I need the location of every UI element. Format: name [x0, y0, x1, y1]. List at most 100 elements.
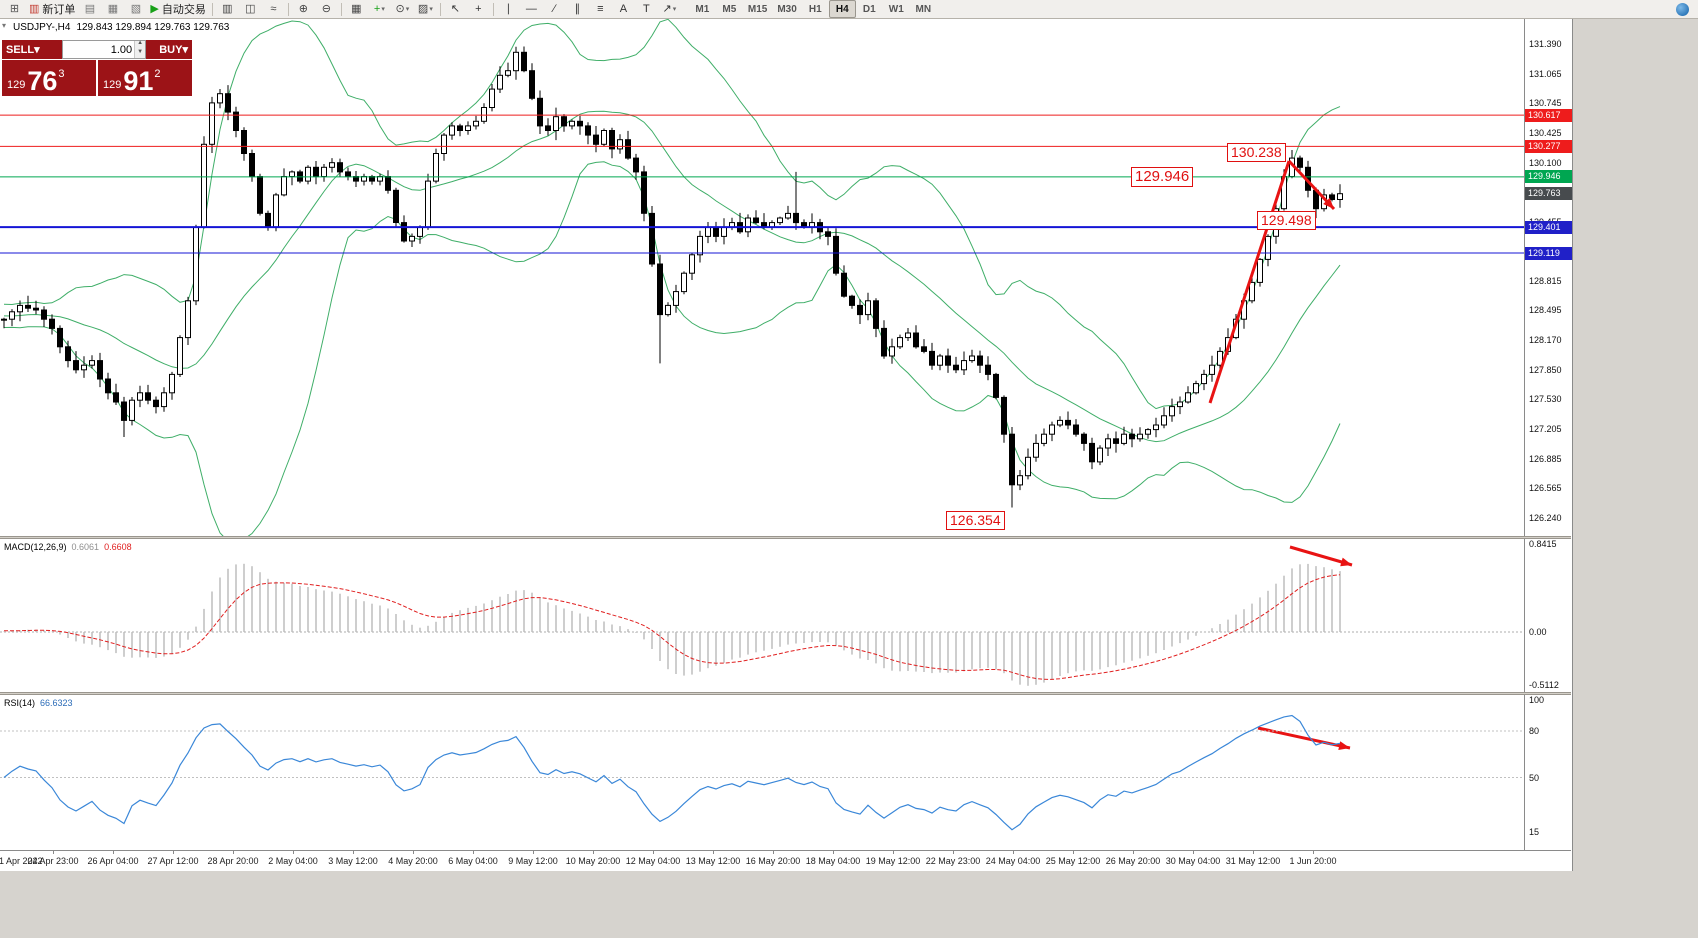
macd-signal-line — [4, 574, 1341, 680]
chevron-down-icon: ▾ — [182, 44, 188, 56]
label-icon[interactable]: T — [635, 0, 658, 18]
templates-icon[interactable]: ▨ ▾ — [414, 0, 437, 18]
rsi-scale-tick: 80 — [1529, 726, 1540, 736]
timeframe-h1[interactable]: H1 — [808, 3, 822, 15]
time-tick — [173, 851, 174, 854]
new-order-button[interactable]: ▥ 新订单 — [26, 0, 78, 18]
cursor-icon[interactable]: ↖ — [444, 0, 467, 18]
trendline-icon[interactable]: ∕ — [543, 0, 566, 18]
price-tick: 130.425 — [1529, 128, 1562, 138]
periods-icon[interactable]: ⊙ ▾ — [391, 0, 414, 18]
chart-symbol-period: USDJPY-,H4 — [13, 22, 71, 33]
bollinger-band — [3, 161, 1341, 536]
price-axis[interactable]: 131.390 131.065 130.745 130.425 130.100 129.7… — [1524, 19, 1572, 536]
price-tick: 127.205 — [1529, 424, 1562, 434]
price-tick: 128.170 — [1529, 335, 1562, 345]
sell-price-button[interactable]: 129 76 3 — [2, 60, 96, 96]
zoom-out-icon[interactable]: ⊖ — [315, 0, 338, 18]
new-order-button-icon: ▥ — [29, 3, 40, 15]
chevron-down-icon: ▾ — [381, 6, 385, 13]
bar-chart-icon[interactable]: ▥ — [216, 0, 239, 18]
rsi-scale-tick: 100 — [1529, 695, 1545, 705]
crosshair-icon[interactable]: + — [467, 0, 490, 18]
candlestick-chart-icon[interactable]: ◫ — [239, 0, 262, 18]
time-label: 31 May 12:00 — [1225, 856, 1281, 866]
fibonacci-icon: ≡ — [597, 3, 604, 15]
fibonacci-icon[interactable]: ≡ — [589, 0, 612, 18]
line-chart-icon[interactable]: ≈ — [262, 0, 285, 18]
price-tick: 131.390 — [1529, 39, 1562, 49]
rsi-value: 66.6323 — [40, 698, 73, 708]
time-label: 25 May 12:00 — [1045, 856, 1101, 866]
one-click-trading-panel: SELL ▾ ▲ ▼ BUY ▾ 129 76 3 129 — [2, 40, 192, 96]
crosshair-icon: + — [475, 3, 482, 15]
toolbar: ⊞ ▥ 新订单 ▤ ▦ ▧ ▶ 自动交易 ▥ ◫ ≈ ⊕ ⊖ ▦ + ▾ ⊙ ▾ ▨ ▾ ↖ + ∣ ― ∕ ∥ ≡ A T ↗ ▾ M1 M5… — [0, 0, 1698, 19]
vertical-line-icon[interactable]: ∣ — [497, 0, 520, 18]
price-label-130.277: 130.277 — [1525, 140, 1572, 153]
bollinger-band — [3, 110, 1341, 443]
rsi-line — [3, 714, 1341, 831]
panel-splitter[interactable] — [0, 692, 1571, 695]
time-label: 24 Apr 23:00 — [27, 856, 79, 866]
channel-icon[interactable]: ∥ — [566, 0, 589, 18]
time-tick — [1133, 851, 1134, 854]
line-chart-icon: ≈ — [270, 3, 277, 15]
arrow-head — [1338, 741, 1350, 751]
price-tick: 127.850 — [1529, 365, 1562, 375]
timeframe-m1[interactable]: M1 — [695, 3, 710, 15]
sell-button[interactable]: SELL ▾ — [2, 40, 62, 59]
time-tick — [53, 851, 54, 854]
price-label-130.617: 130.617 — [1525, 109, 1572, 122]
buy-price-pip: 2 — [154, 68, 161, 80]
price-label-129.946: 129.946 — [1525, 170, 1572, 183]
templates-icon: ▨ — [417, 3, 429, 15]
time-label: 1 Jun 20:00 — [1289, 856, 1337, 866]
volume-down-button[interactable]: ▼ — [135, 49, 145, 58]
price-panel: 131.390 131.065 130.745 130.425 130.100 129.7… — [0, 19, 1572, 536]
timeframe-w1[interactable]: W1 — [888, 3, 904, 15]
data-window-icon[interactable]: ▦ — [101, 0, 124, 18]
time-label: 24 May 04:00 — [985, 856, 1041, 866]
timeframe-mn[interactable]: MN — [915, 3, 932, 15]
volume-input[interactable] — [63, 41, 135, 58]
toolbar-separator — [340, 2, 342, 16]
autotrading-button[interactable]: ▶ 自动交易 — [147, 0, 208, 18]
navigator-icon[interactable]: ▧ — [124, 0, 147, 18]
tile-windows-icon[interactable]: ▦ — [345, 0, 368, 18]
horizontal-line-icon[interactable]: ― — [520, 0, 543, 18]
buy-button[interactable]: BUY ▾ — [146, 40, 192, 59]
new-chart-icon: ⊞ — [9, 3, 20, 15]
cursor-icon: ↖ — [450, 3, 460, 15]
rsi-axis[interactable]: 100 80 50 15 — [1524, 695, 1572, 850]
timeframe-m5[interactable]: M5 — [722, 3, 737, 15]
macd-label: MACD(12,26,9) 0.6061 0.6608 — [4, 542, 132, 552]
market-watch-icon[interactable]: ▤ — [78, 0, 101, 18]
chevron-down-icon: ▾ — [672, 6, 677, 13]
time-tick — [893, 851, 894, 854]
zoom-in-icon[interactable]: ⊕ — [292, 0, 315, 18]
autotrading-button-label: 自动交易 — [161, 4, 206, 16]
timeframe-h4[interactable]: H4 — [828, 0, 856, 18]
arrows-tool-icon[interactable]: ↗ ▾ — [658, 0, 681, 18]
timeframe-m15[interactable]: M15 — [747, 3, 768, 15]
timeframe-d1[interactable]: D1 — [862, 3, 876, 15]
new-chart-icon[interactable]: ⊞ — [3, 0, 26, 18]
chart-window: ▾ USDJPY-,H4 129.843 129.894 129.763 129.… — [0, 19, 1573, 871]
rsi-canvas[interactable] — [0, 695, 1524, 850]
volume-up-button[interactable]: ▲ — [135, 40, 145, 50]
quick-trade-collapse-icon[interactable]: ▾ — [2, 21, 7, 30]
macd-axis[interactable]: 0.8415 0.00 -0.5112 — [1524, 539, 1572, 692]
timeframe-m30[interactable]: M30 — [777, 3, 797, 15]
trend-arrow[interactable] — [1208, 160, 1291, 404]
indicators-icon[interactable]: + ▾ — [368, 0, 391, 18]
text-icon[interactable]: A — [612, 0, 635, 18]
buy-price-button[interactable]: 129 91 2 — [98, 60, 192, 96]
panel-splitter[interactable] — [0, 536, 1571, 539]
channel-icon: ∥ — [574, 3, 581, 15]
macd-panel: MACD(12,26,9) 0.6061 0.6608 0.8415 0.00 -0.5… — [0, 539, 1572, 692]
time-tick — [773, 851, 774, 854]
time-tick — [1013, 851, 1014, 854]
price-chart-canvas[interactable] — [0, 19, 1524, 536]
macd-canvas[interactable] — [0, 539, 1524, 692]
